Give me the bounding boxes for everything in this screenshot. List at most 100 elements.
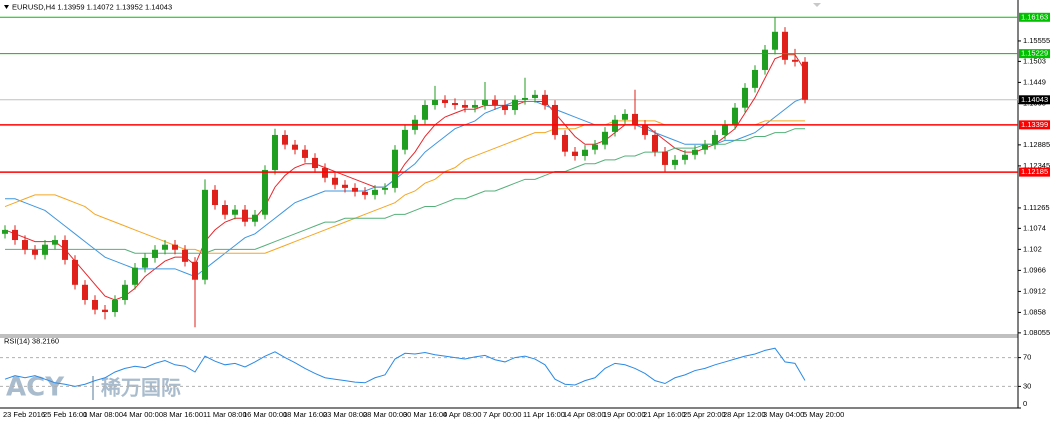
candle-body [632,113,638,125]
x-tick-label: 4 Mar 00:00 [123,410,163,419]
y-tick-label: 1.0912 [1023,286,1046,295]
candle-body [532,94,538,98]
watermark-text: 稀万国际 [101,376,181,400]
current-price-label: 1.14043 [1021,95,1048,104]
candle-body [552,104,558,135]
candle-body [282,134,288,145]
shift-marker [813,3,821,7]
candle-body [292,144,298,150]
candle-body [112,299,118,313]
y-tick-label: 1.12885 [1023,140,1050,149]
candle-body [132,267,138,285]
candle-body [92,299,98,310]
x-tick-label: 4 Apr 08:00 [443,410,481,419]
x-tick-label: 8 Mar 16:00 [163,410,203,419]
rsi-tick-label: 30 [1023,381,1031,390]
rsi-tick-label: 70 [1023,353,1031,362]
rsi-line [4,347,806,387]
level-label-box [1019,49,1050,59]
candle-body [232,209,238,215]
candle-body [142,257,148,268]
candle-body [242,209,248,222]
x-tick-label: 1 Mar 08:00 [83,410,123,419]
x-tick-label: 7 Apr 00:00 [483,410,521,419]
candle-body [312,157,318,169]
menu-arrow [4,5,9,9]
level-label: 1.12185 [1021,167,1048,176]
candle-body [272,134,278,170]
candle-body [72,259,78,285]
candle-body [382,187,388,190]
candle-body [52,240,58,245]
candle-body [602,131,608,145]
watermark-logo: ACY [6,373,65,403]
candle-body [252,214,258,222]
candle-body [442,99,448,104]
candle-body [482,99,488,105]
candle-body [122,284,128,300]
x-tick-label: 11 Apr 16:00 [523,410,565,419]
candle-body [682,154,688,160]
level-label-box [1019,12,1050,22]
candle-body [22,240,28,250]
candle-body [302,149,308,158]
x-tick-label: 25 Apr 20:00 [683,410,726,419]
x-tick-label: 14 Apr 08:00 [563,410,606,419]
candle-body [102,309,108,313]
rsi-label: RSI(14) 38.2160 [4,336,59,345]
candle-body [732,107,738,125]
candle-body [742,87,748,108]
candle-body [342,184,348,188]
candle-body [152,249,158,258]
rsi-tick-label: 0 [1023,399,1027,408]
candle-body [662,151,668,165]
x-tick-label: 21 Apr 16:00 [643,410,686,419]
candle-body [372,189,378,195]
y-tick-label: 1.11265 [1023,203,1050,212]
level-label-box [1019,120,1050,130]
y-tick-label: 1.1074 [1023,223,1046,232]
x-tick-label: 28 Mar 00:00 [363,410,407,419]
chart-title: EURUSD,H4 1.13959 1.14072 1.13952 1.1404… [12,2,172,11]
x-tick-label: 28 Apr 12:00 [723,410,766,419]
candle-body [222,205,228,215]
candle-body [712,134,718,145]
y-tick-label: 1.08055 [1023,328,1050,337]
candle-body [652,134,658,152]
candle-body [562,134,568,152]
candle-body [362,191,368,195]
candle-body [512,99,518,111]
x-tick-label: 23 Feb 2016 [3,410,45,419]
candle-body [782,31,788,60]
level-label: 1.16163 [1021,12,1048,21]
current-price-box [1019,95,1050,105]
x-tick-label: 5 May 20:00 [803,410,844,419]
candle-body [492,99,498,105]
candle-body [622,113,628,120]
candle-body [172,244,178,250]
moving-average [5,128,805,254]
x-tick-label: 19 Apr 00:00 [603,410,646,419]
candle-body [572,151,578,156]
x-tick-label: 3 May 04:00 [763,410,804,419]
y-tick-label: 1.102 [1023,244,1042,253]
x-tick-label: 18 Mar 16:00 [283,410,327,419]
candle-body [672,159,678,165]
candle-body [452,103,458,105]
candle-body [802,61,808,100]
candle-body [692,149,698,155]
candle-body [262,169,268,215]
candle-body [352,187,358,192]
x-tick-label: 23 Mar 08:00 [323,410,367,419]
candle-body [62,240,68,260]
x-tick-label: 25 Feb 16:00 [43,410,87,419]
candle-body [772,31,778,50]
level-label: 1.15229 [1021,49,1048,58]
x-tick-label: 30 Mar 16:00 [403,410,447,419]
candle-body [32,249,38,255]
candle-body [192,261,198,280]
candle-body [162,244,168,250]
candle-body [42,244,48,255]
